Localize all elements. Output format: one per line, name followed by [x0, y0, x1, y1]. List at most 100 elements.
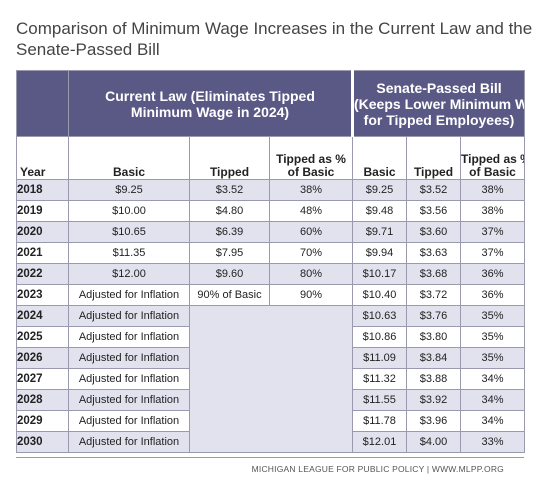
cell-year: 2021 [16, 242, 69, 264]
cell-senate-pct: 35% [459, 326, 526, 348]
cell-senate-basic: $9.71 [352, 221, 407, 243]
cell-year: 2029 [16, 410, 69, 432]
cell-current-pct: 90% [269, 284, 353, 306]
group-header-row: Current Law (Eliminates Tipped Minimum W… [16, 70, 526, 137]
cell-current-basic: Adjusted for Inflation [68, 368, 190, 390]
cell-current-basic: Adjusted for Inflation [68, 284, 190, 306]
cell-senate-pct: 36% [459, 284, 526, 306]
table-row: 2023 Adjusted for Inflation 90% of Basic… [16, 284, 526, 306]
cell-senate-basic: $10.86 [352, 326, 407, 348]
group-header-current-law: Current Law (Eliminates Tipped Minimum W… [68, 70, 353, 137]
cell-senate-basic: $10.17 [352, 263, 407, 285]
col-header-senate-pct: Tipped as % of Basic [459, 136, 526, 180]
cell-senate-tipped: $3.56 [406, 200, 461, 222]
cell-current-pct: 80% [269, 263, 353, 285]
table-row: 2019 $10.00 $4.80 48% $9.48 $3.56 38% [16, 200, 526, 222]
footer: MICHIGAN LEAGUE FOR PUBLIC POLICY | WWW.… [16, 457, 524, 474]
cell-current-tipped: $6.39 [189, 221, 270, 243]
cell-senate-pct: 38% [459, 200, 526, 222]
table-row: 2022 $12.00 $9.60 80% $10.17 $3.68 36% [16, 263, 526, 285]
cell-senate-basic: $11.55 [352, 389, 407, 411]
cell-current-tipped: $7.95 [189, 242, 270, 264]
cell-current-basic: Adjusted for Inflation [68, 431, 190, 453]
cell-senate-basic: $9.25 [352, 179, 407, 201]
col-header-current-pct: Tipped as % of Basic [269, 136, 353, 180]
cell-senate-tipped: $4.00 [406, 431, 461, 453]
cell-senate-basic: $9.48 [352, 200, 407, 222]
senate-bill-line-2: (Keeps Lower Minimum Wage [354, 95, 524, 112]
cell-senate-tipped: $3.80 [406, 326, 461, 348]
col-header-senate-pct-line-1: Tipped as % [461, 152, 525, 166]
table-row: 2018 $9.25 $3.52 38% $9.25 $3.52 38% [16, 179, 526, 201]
cell-senate-pct: 38% [459, 179, 526, 201]
cell-senate-basic: $10.40 [352, 284, 407, 306]
cell-year: 2026 [16, 347, 69, 369]
cell-current-basic: Adjusted for Inflation [68, 326, 190, 348]
cell-year: 2020 [16, 221, 69, 243]
cell-senate-tipped: $3.68 [406, 263, 461, 285]
cell-senate-tipped: $3.96 [406, 410, 461, 432]
cell-year: 2027 [16, 368, 69, 390]
cell-year: 2024 [16, 305, 69, 327]
cell-year: 2023 [16, 284, 69, 306]
cell-current-basic: Adjusted for Inflation [68, 410, 190, 432]
cell-senate-basic: $11.32 [352, 368, 407, 390]
cell-year: 2022 [16, 263, 69, 285]
cell-senate-tipped: $3.60 [406, 221, 461, 243]
cell-senate-pct: 37% [459, 242, 526, 264]
cell-current-basic: $10.65 [68, 221, 190, 243]
cell-current-pct: 38% [269, 179, 353, 201]
cell-current-basic: $11.35 [68, 242, 190, 264]
cell-year: 2018 [16, 179, 69, 201]
cell-senate-tipped: $3.72 [406, 284, 461, 306]
cell-current-basic: $9.25 [68, 179, 190, 201]
cell-senate-pct: 37% [459, 221, 526, 243]
wage-comparison-table: Current Law (Eliminates Tipped Minimum W… [16, 70, 526, 453]
cell-senate-tipped: $3.84 [406, 347, 461, 369]
cell-current-basic: Adjusted for Inflation [68, 347, 190, 369]
title-line-1: Comparison of Minimum Wage Increases in … [16, 19, 533, 38]
cell-current-tipped: $4.80 [189, 200, 270, 222]
cell-senate-basic: $11.09 [352, 347, 407, 369]
cell-senate-pct: 33% [459, 431, 526, 453]
table-row: 2027 Adjusted for Inflation $11.32 $3.88… [16, 368, 526, 390]
title-line-2: Senate-Passed Bill [16, 40, 160, 59]
cell-current-pct: 70% [269, 242, 353, 264]
cell-senate-basic: $12.01 [352, 431, 407, 453]
current-law-line-1: Current Law (Eliminates Tipped [105, 87, 315, 104]
cell-senate-pct: 35% [459, 347, 526, 369]
cell-year: 2030 [16, 431, 69, 453]
group-header-empty [16, 70, 69, 137]
cell-current-basic: Adjusted for Inflation [68, 305, 190, 327]
cell-senate-tipped: $3.63 [406, 242, 461, 264]
cell-current-pct: 48% [269, 200, 353, 222]
col-header-senate-basic: Basic [352, 136, 407, 180]
cell-senate-tipped: $3.92 [406, 389, 461, 411]
table-row: 2021 $11.35 $7.95 70% $9.94 $3.63 37% [16, 242, 526, 264]
col-header-current-tipped: Tipped [189, 136, 270, 180]
cell-senate-basic: $9.94 [352, 242, 407, 264]
cell-senate-tipped: $3.52 [406, 179, 461, 201]
footer-credit: MICHIGAN LEAGUE FOR PUBLIC POLICY | WWW.… [251, 464, 504, 474]
col-header-senate-pct-line-2: of Basic [469, 165, 516, 179]
table-row: 2024 Adjusted for Inflation $10.63 $3.76… [16, 305, 526, 453]
column-header-row: Year Basic Tipped Tipped as % of Basic B… [16, 136, 526, 180]
cell-current-basic: $10.00 [68, 200, 190, 222]
cell-senate-tipped: $3.76 [406, 305, 461, 327]
cell-senate-pct: 34% [459, 389, 526, 411]
col-header-year: Year [16, 136, 69, 180]
cell-year: 2019 [16, 200, 69, 222]
col-header-senate-tipped: Tipped [406, 136, 461, 180]
cell-current-pct: 60% [269, 221, 353, 243]
cell-current-basic: $12.00 [68, 263, 190, 285]
cell-year: 2025 [16, 326, 69, 348]
senate-bill-line-1: Senate-Passed Bill [376, 79, 502, 96]
cell-senate-basic: $10.63 [352, 305, 407, 327]
cell-senate-pct: 34% [459, 410, 526, 432]
cell-current-tipped: $9.60 [189, 263, 270, 285]
table-row: 2026 Adjusted for Inflation $11.09 $3.84… [16, 347, 526, 369]
cell-senate-basic: $11.78 [352, 410, 407, 432]
cell-year: 2028 [16, 389, 69, 411]
senate-bill-line-3: for Tipped Employees) [363, 111, 515, 128]
cell-current-tipped: $3.52 [189, 179, 270, 201]
